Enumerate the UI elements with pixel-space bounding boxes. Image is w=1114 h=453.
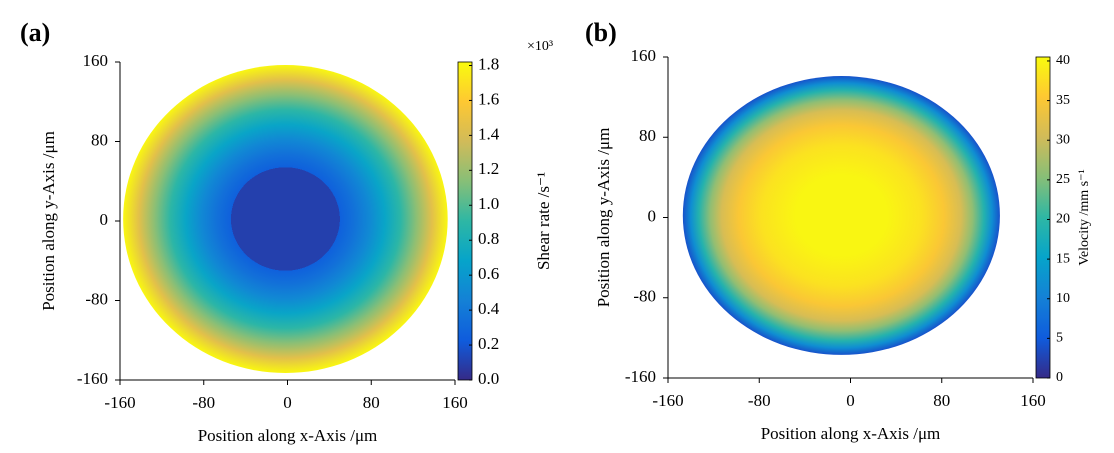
x-tick-label: 160 [1020, 391, 1046, 410]
colorbar-tick-label: 0.0 [478, 369, 499, 388]
colorbar-tick-label: 0.2 [478, 334, 499, 353]
colorbar-tick-label: 20 [1056, 212, 1070, 227]
heatmap-disk [123, 64, 448, 374]
x-tick-label: 160 [442, 393, 468, 412]
x-tick-label: -80 [748, 391, 771, 410]
colorbar-tick-label: 5 [1056, 331, 1063, 346]
colorbar-label: Velocity /mm s⁻¹ [1077, 169, 1092, 265]
y-tick-label: -80 [85, 289, 108, 308]
x-tick-label: 80 [363, 393, 380, 412]
y-tick-label: -160 [625, 367, 656, 386]
colorbar [1035, 56, 1051, 379]
colorbar-tick-label: 1.8 [478, 54, 499, 73]
y-tick-label: 80 [639, 126, 656, 145]
colorbar-tick-label: 40 [1056, 53, 1070, 68]
x-tick-label: -160 [104, 393, 135, 412]
y-tick-label: 160 [83, 51, 109, 70]
panel-label: (b) [585, 18, 617, 47]
colorbar-tick-label: 0.8 [478, 229, 499, 248]
colorbar-tick-label: 0.4 [478, 299, 500, 318]
colorbar-tick-label: 0 [1056, 370, 1063, 385]
y-tick-label: -80 [633, 287, 656, 306]
colorbar-tick-label: 0.6 [478, 264, 499, 283]
x-axis-label: Position along x-Axis /μm [761, 424, 941, 443]
colorbar-tick-label: 35 [1056, 93, 1070, 108]
heatmap-disk [682, 76, 1000, 355]
colorbar-tick-label: 25 [1056, 172, 1070, 187]
colorbar-tick-label: 30 [1056, 132, 1070, 147]
colorbar-tick-label: 1.2 [478, 159, 499, 178]
y-axis-label: Position along y-Axis /μm [39, 131, 58, 311]
x-tick-label: 0 [283, 393, 292, 412]
colorbar-tick-label: 10 [1056, 291, 1070, 306]
x-tick-label: -80 [192, 393, 215, 412]
colorbar-multiplier: ×10³ [527, 39, 553, 54]
colorbar-label: Shear rate /s⁻¹ [534, 172, 553, 270]
x-tick-label: 0 [846, 391, 855, 410]
y-tick-label: 80 [91, 130, 108, 149]
x-tick-label: 80 [933, 391, 950, 410]
colorbar-tick-label: 1.4 [478, 124, 500, 143]
panel-label: (a) [20, 18, 50, 47]
colorbar-tick-label: 1.6 [478, 89, 499, 108]
y-tick-label: 0 [100, 210, 109, 229]
y-tick-label: 160 [631, 46, 657, 65]
x-tick-label: -160 [652, 391, 683, 410]
y-tick-label: -160 [77, 369, 108, 388]
colorbar [457, 61, 473, 381]
colorbar-tick-label: 1.0 [478, 194, 499, 213]
colorbar-tick-label: 15 [1056, 251, 1070, 266]
y-axis-label: Position along y-Axis /μm [594, 128, 613, 308]
x-axis-label: Position along x-Axis /μm [198, 426, 378, 445]
y-tick-label: 0 [648, 206, 657, 225]
